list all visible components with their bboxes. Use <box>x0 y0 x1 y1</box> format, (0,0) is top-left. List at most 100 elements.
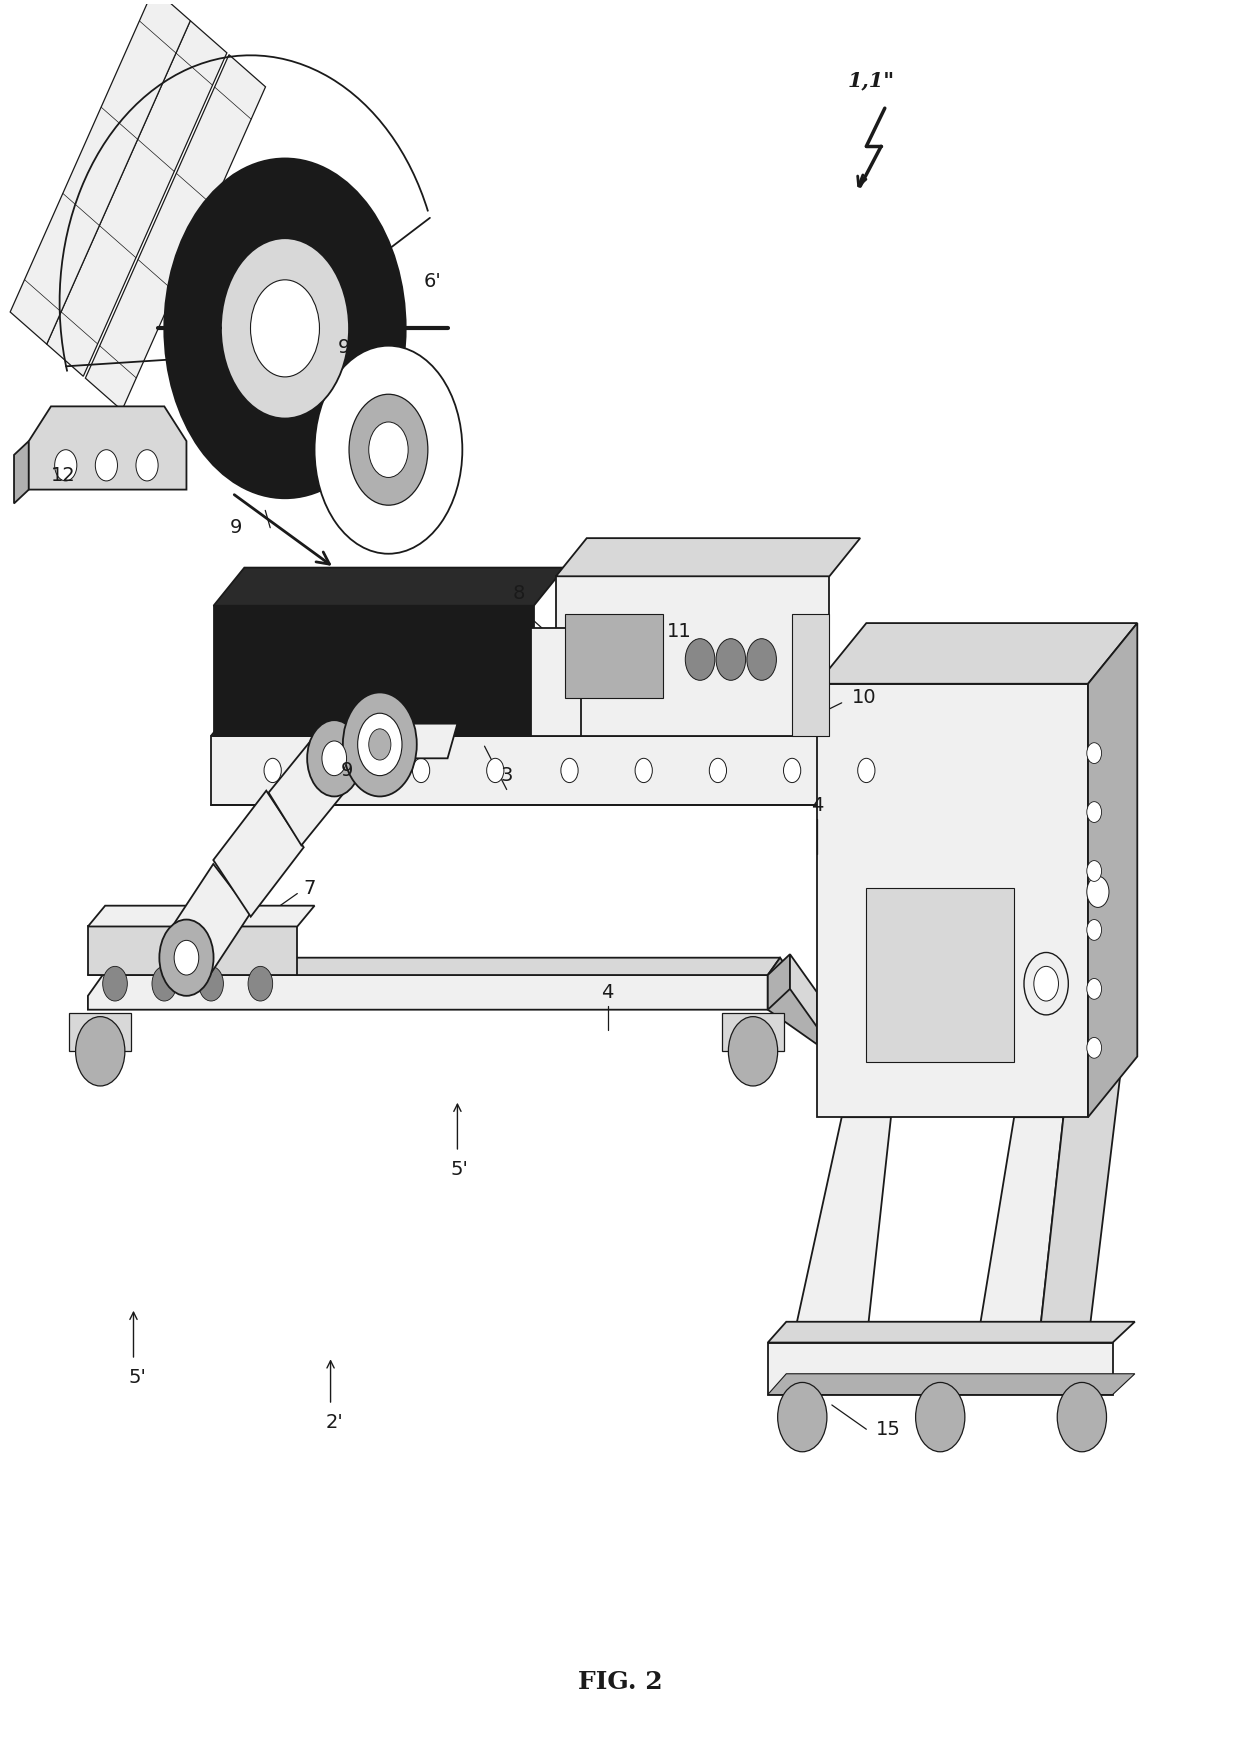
Circle shape <box>322 740 346 775</box>
Circle shape <box>198 967 223 1002</box>
Polygon shape <box>322 723 458 758</box>
Polygon shape <box>564 615 663 697</box>
Polygon shape <box>817 624 1137 685</box>
Polygon shape <box>47 21 227 376</box>
Text: 6: 6 <box>267 446 279 465</box>
Text: 9': 9' <box>337 338 356 357</box>
Circle shape <box>348 394 428 505</box>
Polygon shape <box>768 1322 1135 1343</box>
Circle shape <box>264 758 281 782</box>
Text: 12: 12 <box>51 467 76 486</box>
Polygon shape <box>1039 1056 1122 1343</box>
Text: 11: 11 <box>667 622 692 641</box>
Polygon shape <box>213 568 564 606</box>
Text: 3: 3 <box>501 766 513 786</box>
Circle shape <box>1086 861 1101 881</box>
Circle shape <box>1086 920 1101 941</box>
Polygon shape <box>556 577 830 735</box>
Polygon shape <box>531 629 580 735</box>
Circle shape <box>368 422 408 477</box>
Circle shape <box>1058 1383 1106 1451</box>
Circle shape <box>1086 979 1101 1000</box>
Circle shape <box>136 449 159 481</box>
Text: 5': 5' <box>451 1160 469 1179</box>
Text: 4: 4 <box>811 796 823 815</box>
Polygon shape <box>211 735 892 805</box>
Circle shape <box>746 639 776 681</box>
Circle shape <box>715 639 745 681</box>
Circle shape <box>368 728 391 760</box>
Polygon shape <box>88 976 768 1010</box>
Polygon shape <box>867 888 1014 1061</box>
Circle shape <box>315 345 463 554</box>
Text: 9: 9 <box>229 517 242 537</box>
Circle shape <box>95 449 118 481</box>
Polygon shape <box>88 927 298 976</box>
Text: 1,1": 1,1" <box>848 70 895 91</box>
Polygon shape <box>88 906 315 927</box>
Text: 15: 15 <box>877 1420 901 1439</box>
Polygon shape <box>768 1343 1112 1395</box>
Text: 6': 6' <box>424 272 441 291</box>
Polygon shape <box>14 441 29 503</box>
Text: FIG. 2: FIG. 2 <box>578 1671 662 1695</box>
Circle shape <box>560 758 578 782</box>
Polygon shape <box>722 1014 784 1052</box>
Polygon shape <box>768 958 817 1045</box>
Polygon shape <box>817 685 1087 1117</box>
Circle shape <box>308 719 361 796</box>
Circle shape <box>413 758 430 782</box>
Text: 5': 5' <box>128 1367 146 1387</box>
Circle shape <box>709 758 727 782</box>
Polygon shape <box>1087 624 1137 1117</box>
Circle shape <box>160 920 213 996</box>
Circle shape <box>1086 801 1101 822</box>
Circle shape <box>343 692 417 796</box>
Circle shape <box>858 758 875 782</box>
Text: 8: 8 <box>513 584 526 603</box>
Circle shape <box>221 239 348 418</box>
Polygon shape <box>792 1117 892 1343</box>
Polygon shape <box>768 955 790 1010</box>
Circle shape <box>103 967 128 1002</box>
Text: 2': 2' <box>325 1413 343 1432</box>
Polygon shape <box>768 1374 1135 1395</box>
Polygon shape <box>211 697 921 735</box>
Text: 9: 9 <box>341 761 352 780</box>
Circle shape <box>250 280 320 376</box>
Text: 7: 7 <box>304 878 316 897</box>
Polygon shape <box>88 958 780 976</box>
Circle shape <box>357 712 402 775</box>
Circle shape <box>1086 876 1109 908</box>
Circle shape <box>1086 1038 1101 1057</box>
Polygon shape <box>556 538 861 577</box>
Circle shape <box>1086 742 1101 763</box>
Circle shape <box>153 967 176 1002</box>
Circle shape <box>55 449 77 481</box>
Circle shape <box>686 639 714 681</box>
Polygon shape <box>977 1117 1064 1343</box>
Circle shape <box>76 1017 125 1085</box>
Circle shape <box>784 758 801 782</box>
Circle shape <box>635 758 652 782</box>
Polygon shape <box>213 606 533 735</box>
Circle shape <box>248 967 273 1002</box>
Polygon shape <box>10 0 190 345</box>
Polygon shape <box>790 955 817 1028</box>
Circle shape <box>915 1383 965 1451</box>
Circle shape <box>1024 953 1069 1016</box>
Polygon shape <box>213 791 304 916</box>
Circle shape <box>164 159 405 498</box>
Polygon shape <box>167 864 250 982</box>
Polygon shape <box>269 732 351 845</box>
Circle shape <box>777 1383 827 1451</box>
Text: 10: 10 <box>852 688 877 707</box>
Circle shape <box>728 1017 777 1085</box>
Circle shape <box>1034 967 1059 1002</box>
Circle shape <box>174 941 198 976</box>
Circle shape <box>486 758 503 782</box>
Polygon shape <box>29 406 186 490</box>
Polygon shape <box>792 615 830 735</box>
Polygon shape <box>69 1014 131 1052</box>
Text: 4: 4 <box>601 982 614 1002</box>
